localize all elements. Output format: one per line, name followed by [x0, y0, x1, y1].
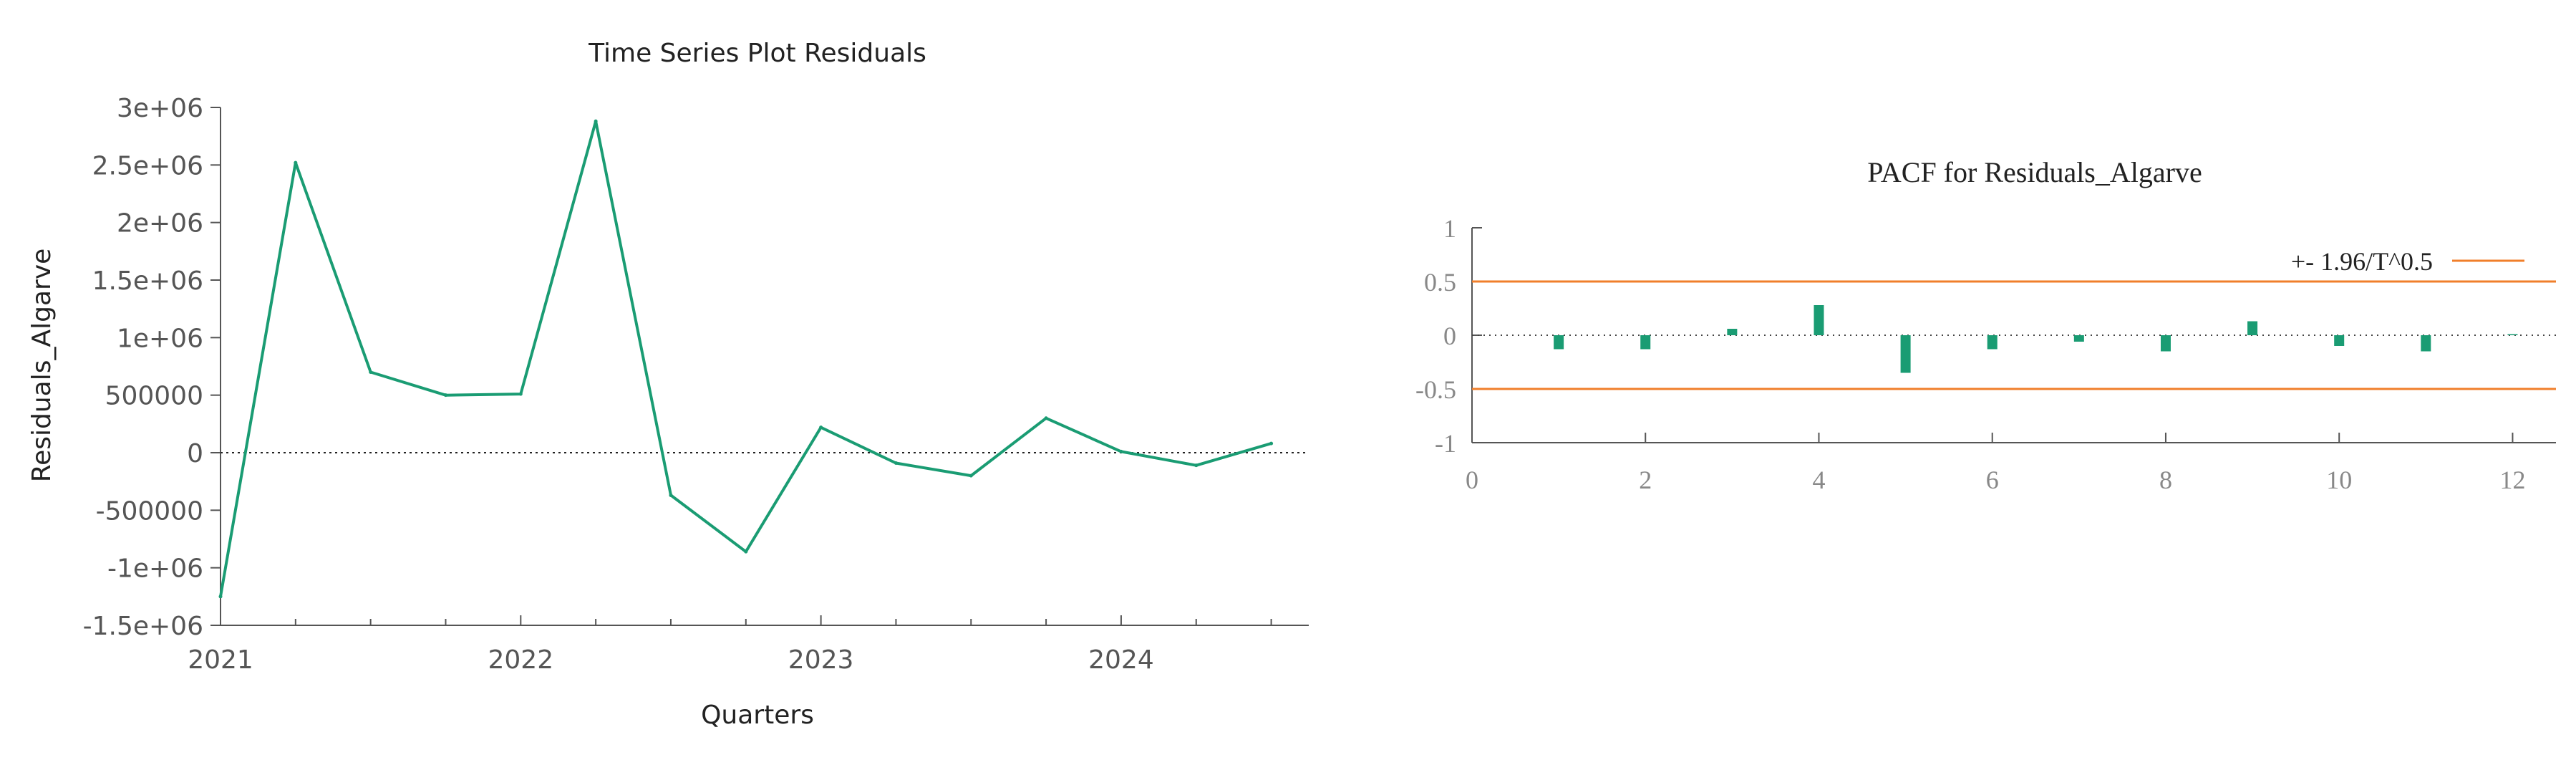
ts-data-point [443, 393, 447, 398]
ts-data-point [1269, 441, 1274, 446]
ts-y-tick-label: -1.5e+06 [83, 612, 203, 641]
pacf-x-tick-label: 6 [1986, 466, 1999, 494]
ts-data-point [819, 425, 823, 430]
pacf-bar [1987, 335, 1998, 350]
ts-data-point [1119, 449, 1123, 453]
pacf-y-tick-label: 1 [1443, 214, 1456, 243]
ts-data-point [969, 473, 973, 478]
pacf-bar [2334, 335, 2345, 346]
pacf-x-tick-label: 2 [1639, 466, 1652, 494]
legend-label: +- 1.96/T^0.5 [2291, 247, 2433, 276]
pacf-y-tick-label: -1 [1435, 429, 1456, 458]
pacf-bar [1814, 305, 1824, 335]
ts-data-point [518, 392, 523, 396]
ts-y-tick-label: 2.5e+06 [92, 151, 203, 181]
pacf-y-tick-label: -0.5 [1415, 375, 1456, 404]
ts-data-point [894, 461, 898, 465]
pacf-x-tick-label: 8 [2159, 466, 2172, 494]
ts-y-tick-label: 1e+06 [117, 324, 203, 353]
pacf-bar [2507, 334, 2518, 335]
ts-data-point [369, 370, 373, 375]
ts-x-tick-label: 2022 [488, 645, 553, 675]
ts-y-tick-label: -500000 [96, 496, 203, 526]
pacf-x-tick-label: 10 [2326, 466, 2352, 494]
pacf-bar [1727, 329, 1738, 335]
ts-data-point [669, 493, 673, 497]
pacf-chart: PACF for Residuals_Algarve 1 0.5 0 -0.5 -1 0 2… [1415, 156, 2556, 494]
pacf-x-tick-label: 4 [1812, 466, 1825, 494]
pacf-bar [2421, 335, 2431, 352]
pacf-y-tick-label: 0.5 [1424, 268, 1456, 297]
time-series-chart: Time Series Plot Residuals Residuals_Alg… [27, 39, 1309, 730]
ts-y-tick-label: 3e+06 [117, 94, 203, 123]
ts-data-point [294, 160, 298, 165]
pacf-bar [2073, 335, 2084, 342]
pacf-y-tick-label: 0 [1443, 322, 1456, 350]
pacf-x-tick-label: 12 [2499, 466, 2525, 494]
pacf-bar [1554, 335, 1564, 350]
ts-x-tick-label: 2024 [1088, 645, 1154, 675]
pacf-x-tick-label: 0 [1466, 466, 1478, 494]
pacf-bar [1900, 335, 1911, 373]
ts-data-point [594, 119, 598, 123]
ts-y-tick-label: 0 [187, 439, 203, 468]
ts-data-point [1044, 416, 1048, 420]
ts-series-line [219, 120, 1272, 597]
ts-data-point [744, 549, 748, 554]
pacf-bar [2160, 335, 2171, 352]
ts-title: Time Series Plot Residuals [588, 39, 926, 68]
pacf-bar [1640, 335, 1651, 350]
ts-data-point [218, 595, 223, 599]
ts-x-tick-label: 2021 [188, 645, 253, 675]
ts-xlabel: Quarters [701, 701, 814, 730]
ts-y-tick-label: 1.5e+06 [92, 266, 203, 296]
ts-y-tick-label: 2e+06 [117, 209, 203, 239]
ts-data-point [1194, 463, 1199, 468]
ts-x-tick-label: 2023 [788, 645, 854, 675]
pacf-title: PACF for Residuals_Algarve [1867, 156, 2202, 188]
ts-y-tick-label: -1e+06 [107, 554, 203, 584]
ts-y-tick-label: 500000 [105, 382, 203, 411]
ts-ylabel: Residuals_Algarve [27, 249, 57, 483]
pacf-bar [2247, 321, 2258, 335]
